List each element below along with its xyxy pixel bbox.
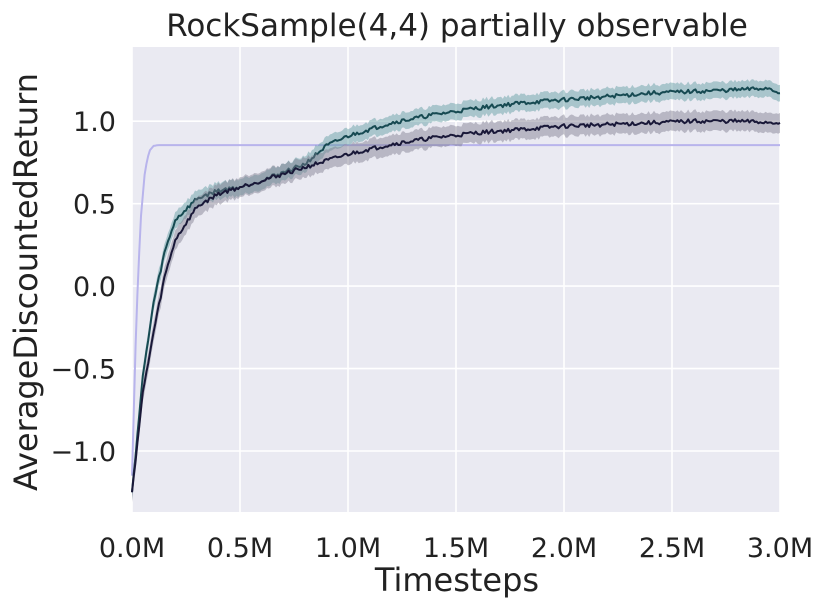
y-tick-label-2: 0.0 <box>73 272 116 303</box>
x-tick-label-2: 1.0M <box>315 533 381 564</box>
y-tick-label-0: −1.0 <box>50 437 116 468</box>
x-axis-label: Timesteps <box>374 561 539 599</box>
y-tick-label-3: 0.5 <box>73 190 116 221</box>
x-tick-label-5: 2.5M <box>639 533 705 564</box>
y-tick-labels: −1.0 −0.5 0.0 0.5 1.0 <box>50 107 116 468</box>
series-layer <box>131 79 781 503</box>
x-tick-label-0: 0.0M <box>99 533 165 564</box>
x-tick-label-6: 3.0M <box>747 533 813 564</box>
line-navy <box>131 118 781 493</box>
y-tick-label-1: −0.5 <box>50 355 116 386</box>
y-tick-label-4: 1.0 <box>73 107 116 138</box>
x-tick-label-3: 1.5M <box>423 533 489 564</box>
x-tick-labels: 0.0M 0.5M 1.0M 1.5M 2.0M 2.5M 3.0M <box>99 533 813 564</box>
line-lavender <box>131 144 780 476</box>
x-tick-label-1: 0.5M <box>207 533 273 564</box>
x-tick-label-4: 2.0M <box>531 533 597 564</box>
y-axis-label: AverageDiscountedReturn <box>7 73 45 491</box>
chart-title: RockSample(4,4) partially observable <box>166 8 748 44</box>
